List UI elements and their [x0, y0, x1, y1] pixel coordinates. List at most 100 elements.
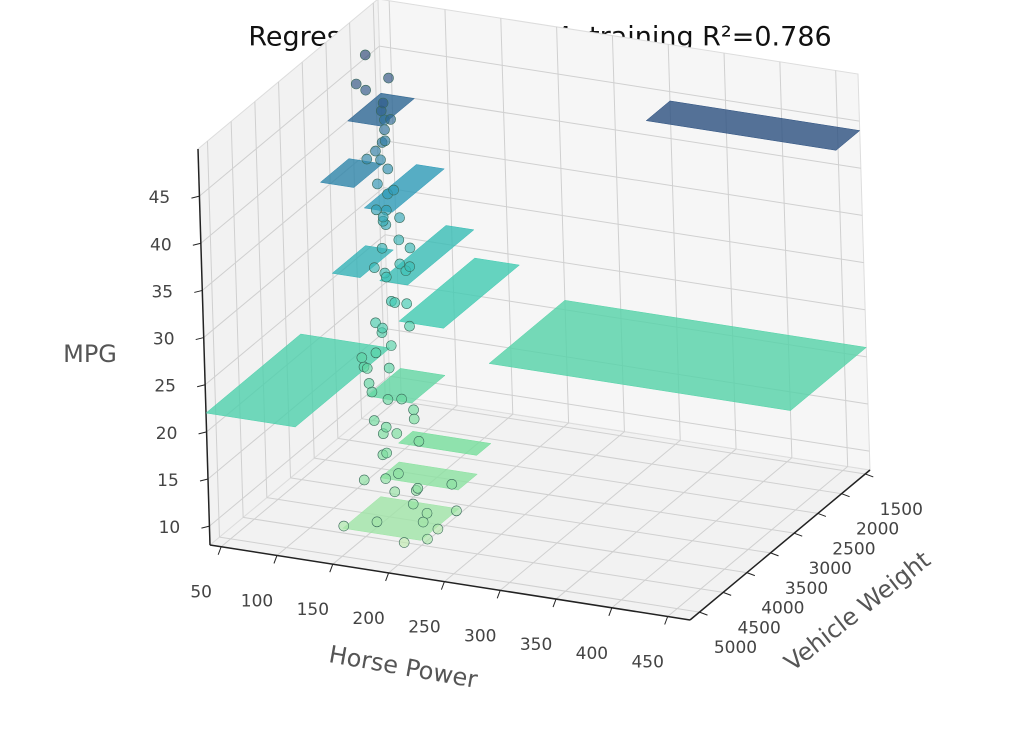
data-point	[385, 340, 397, 351]
tick-mark	[746, 572, 756, 577]
leaf-plane	[488, 300, 867, 411]
tick-mark	[217, 546, 222, 555]
data-point	[380, 421, 392, 433]
data-point	[380, 473, 392, 484]
data-point	[376, 242, 388, 254]
data-point	[412, 483, 424, 494]
grid-line	[611, 457, 793, 609]
data-point	[408, 413, 420, 425]
data-point	[377, 322, 388, 334]
y-tick-label: 4500	[738, 618, 781, 638]
data-point	[381, 447, 392, 459]
tick-mark	[865, 473, 874, 478]
data-point	[446, 478, 458, 490]
x-tick-label: 400	[576, 644, 608, 664]
tick-mark	[440, 581, 445, 590]
grid-line	[243, 516, 724, 593]
tick-mark	[195, 337, 204, 341]
data-point	[398, 537, 410, 548]
leaf-plane	[363, 164, 445, 213]
data-point	[368, 415, 380, 426]
grid-line	[499, 439, 681, 591]
y-tick-label: 5000	[714, 638, 757, 658]
grid-line	[388, 422, 569, 574]
x-tick-label: 100	[241, 591, 273, 611]
data-point	[369, 262, 380, 273]
tick-mark	[770, 552, 779, 557]
y-tick-label: 1500	[880, 500, 923, 520]
data-point	[408, 404, 419, 416]
z-tick-label: 15	[157, 471, 179, 491]
data-point	[370, 204, 382, 216]
x-tick-label: 200	[352, 609, 384, 629]
grid-line	[209, 375, 390, 527]
z-axis-label: MPG	[63, 340, 117, 368]
data-point	[350, 78, 362, 90]
data-point	[394, 258, 406, 270]
y-axis	[689, 469, 871, 621]
x-tick-label: 300	[464, 626, 496, 646]
data-point	[338, 520, 350, 532]
leaf-plane	[342, 496, 460, 541]
grid-line	[379, 45, 860, 122]
tick-mark	[722, 591, 732, 596]
leaf-plane	[205, 333, 391, 428]
data-point	[370, 347, 382, 359]
tick-mark	[496, 590, 501, 599]
data-point	[413, 436, 425, 447]
data-point	[389, 486, 401, 498]
tick-mark	[552, 598, 557, 608]
tick-mark	[199, 478, 209, 482]
data-point	[421, 507, 433, 519]
data-point	[388, 184, 399, 196]
data-point	[394, 212, 405, 223]
data-point	[382, 394, 394, 405]
grid-line	[219, 536, 700, 613]
data-point	[377, 97, 389, 109]
tick-mark	[197, 384, 206, 388]
data-point	[401, 298, 413, 310]
grid-line	[444, 431, 625, 583]
data-point	[356, 352, 368, 363]
z-tick-label: 40	[150, 235, 172, 255]
x-tick-label: 250	[408, 618, 440, 638]
data-point	[407, 498, 419, 510]
tick-mark	[273, 555, 278, 564]
y-tick-label: 4000	[761, 599, 804, 619]
y-tick-label: 3500	[785, 579, 828, 599]
grid-line	[555, 448, 737, 600]
data-point	[375, 154, 386, 166]
grid-line	[382, 139, 863, 216]
data-point	[382, 163, 394, 175]
grid-line	[385, 398, 866, 475]
z-axis	[197, 148, 211, 546]
grid-line	[667, 466, 848, 617]
data-point	[372, 178, 383, 190]
data-point	[361, 153, 373, 165]
grid-line	[383, 187, 864, 264]
grid-line	[199, 45, 380, 197]
grid-line	[290, 477, 771, 554]
x-axis-label: Horse Power	[327, 640, 480, 694]
grid-line	[203, 187, 385, 338]
tick-mark	[194, 289, 203, 293]
tick-mark	[664, 616, 669, 625]
data-point	[379, 135, 391, 147]
tick-mark	[201, 525, 210, 529]
data-point	[379, 124, 390, 136]
x-tick-label: 150	[297, 600, 329, 620]
data-point	[366, 386, 378, 398]
tick-mark	[385, 572, 390, 582]
data-point	[361, 363, 373, 374]
data-point	[404, 320, 415, 332]
data-point	[432, 523, 444, 535]
grid-line	[380, 92, 861, 169]
z-tick-label: 35	[151, 282, 173, 302]
y-tick-label: 2000	[856, 520, 899, 540]
data-point	[377, 211, 389, 223]
data-point	[389, 297, 401, 308]
data-point	[393, 234, 405, 246]
data-point	[451, 505, 462, 517]
data-point	[404, 261, 416, 272]
